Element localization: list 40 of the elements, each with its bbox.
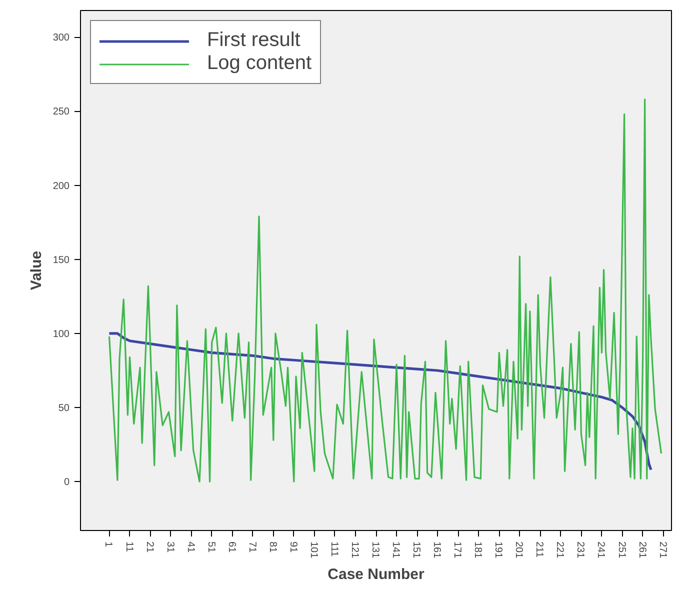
x-tick-label: 161 [431,542,442,559]
x-tick-label: 121 [348,542,360,559]
x-tick-label: 221 [554,542,566,559]
x-tick-label: 101 [308,542,319,559]
x-tick-label: 141 [390,542,402,559]
y-axis-title: Value [28,250,45,290]
x-tick-label: 171 [452,542,463,559]
y-tick-label: 150 [52,254,70,266]
x-tick-label: 31 [164,542,176,554]
x-tick-label: 91 [287,542,298,554]
x-axis-title: Case Number [328,566,425,584]
line-series [108,98,662,482]
x-tick-label: 51 [205,542,216,554]
x-tick-label: 151 [410,542,422,559]
x-tick-label: 41 [184,542,196,554]
x-tick-label: 111 [328,542,340,558]
y-tick-label: 200 [52,180,70,192]
x-tick-label: 1 [102,542,114,548]
y-tick-label: 50 [58,403,70,414]
y-tick-label: 100 [52,328,70,340]
x-tick-label: 71 [246,542,258,554]
x-tick-label: 231 [574,542,586,559]
y-tick-label: 300 [52,32,70,44]
y-tick-label: 250 [52,106,70,118]
legend-label: Log content [207,52,312,75]
y-tick-label: 0 [64,477,70,488]
x-tick-label: 191 [492,542,504,559]
x-tick-label: 271 [656,542,668,559]
x-tick-label: 131 [370,542,380,559]
legend-label: First result [207,29,300,52]
x-tick-label: 61 [226,542,237,554]
x-tick-label: 11 [123,542,134,552]
x-tick-label: 201 [513,542,524,559]
x-tick-label: 181 [472,542,484,559]
x-tick-label: 241 [595,542,606,559]
x-tick-label: 21 [144,542,155,554]
x-tick-label: 261 [636,542,648,559]
x-tick-label: 211 [534,542,545,558]
x-tick-label: 81 [266,542,278,554]
x-tick-label: 251 [616,542,627,559]
